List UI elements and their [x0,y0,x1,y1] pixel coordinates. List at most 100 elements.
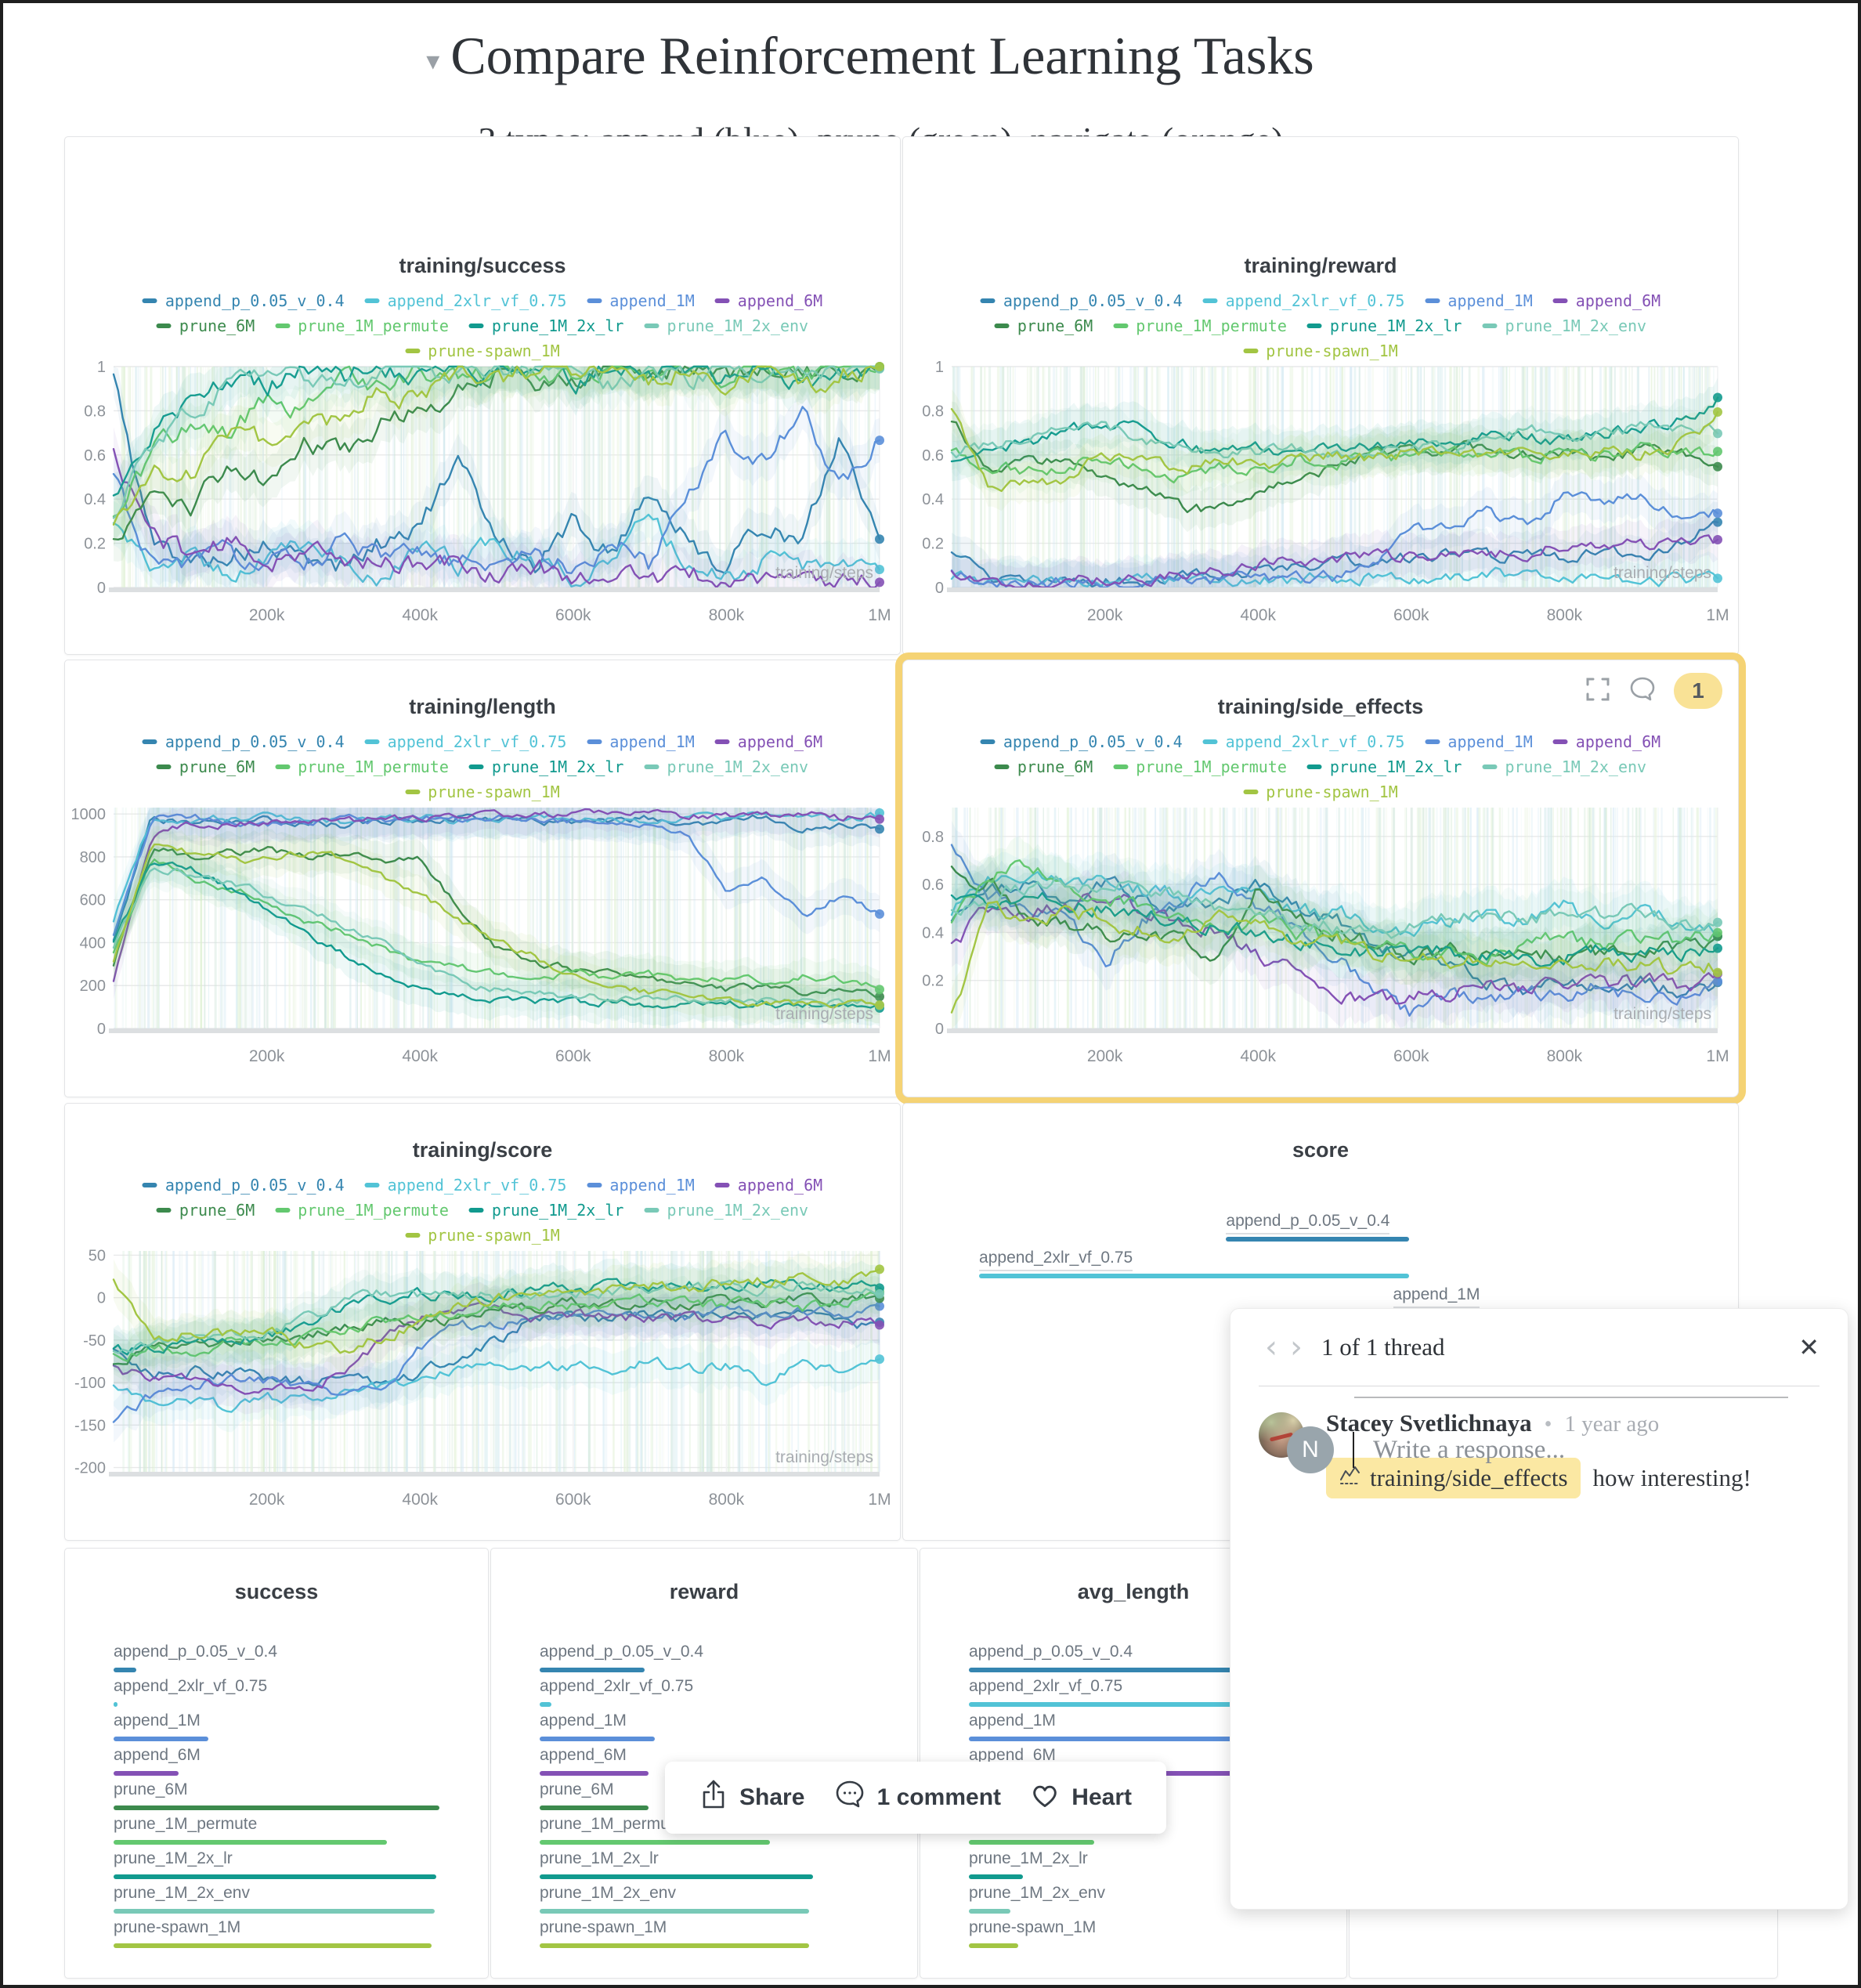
legend-item[interactable]: append_6M [1552,291,1660,310]
share-button[interactable]: Share [699,1779,804,1816]
bar-run-label[interactable]: prune_6M [114,1780,188,1798]
bar-value[interactable] [1226,1237,1409,1242]
legend-item[interactable]: prune_1M_2x_env [644,1201,808,1220]
bar-run-label[interactable]: prune_1M_2x_env [114,1884,250,1902]
legend-item[interactable]: append_p_0.05_v_0.4 [142,291,345,310]
bar-run-label[interactable]: append_6M [969,1746,1056,1764]
bar-run-label[interactable]: append_6M [540,1746,627,1764]
bar-run-label[interactable]: prune-spawn_1M [114,1918,241,1936]
bar-value[interactable] [114,1874,436,1879]
legend-item[interactable]: append_1M [587,291,695,310]
bar-value[interactable] [969,1737,1265,1741]
bar-run-label[interactable]: prune_1M_permute [540,1815,684,1833]
panel-training-length[interactable]: training/length append_p_0.05_v_0.4 append… [64,660,901,1097]
bar-value[interactable] [540,1840,770,1845]
comment-count-badge[interactable]: 1 [1674,673,1722,709]
legend-item[interactable]: prune_1M_2x_lr [468,1201,623,1220]
legend-item[interactable]: prune_6M [156,316,255,335]
bar-value[interactable] [114,1805,439,1810]
bar-run-label[interactable]: append_p_0.05_v_0.4 [540,1643,704,1661]
collapse-caret-icon[interactable]: ▾ [426,45,440,78]
panel-training-success[interactable]: training/success append_p_0.05_v_0.4 appen… [64,136,901,655]
panel-training-reward[interactable]: training/reward append_p_0.05_v_0.4 append… [902,136,1739,655]
bar-run-label[interactable]: append_1M [114,1711,201,1730]
bar-value[interactable] [540,1874,813,1879]
bar-run-label[interactable]: prune_1M_2x_lr [114,1849,233,1867]
legend-item[interactable]: append_1M [587,732,695,751]
bar-value[interactable] [114,1943,432,1948]
bar-run-label[interactable]: append_p_0.05_v_0.4 [114,1643,278,1661]
reply-input[interactable]: Write a response... [1373,1435,1566,1464]
bar-value[interactable] [540,1909,810,1914]
bar-value[interactable] [114,1737,208,1741]
panel-comment-icon[interactable] [1628,675,1657,707]
legend-item[interactable]: prune-spawn_1M [1243,342,1398,360]
panel-training-score[interactable]: training/score append_p_0.05_v_0.4 append_… [64,1103,901,1541]
bar-value[interactable] [969,1702,1288,1707]
legend-item[interactable]: prune-spawn_1M [405,342,560,360]
bar-value[interactable] [979,1274,1409,1278]
legend-item[interactable]: append_1M [1425,291,1533,310]
legend-item[interactable]: prune_6M [156,1201,255,1220]
legend-item[interactable]: append_p_0.05_v_0.4 [142,732,345,751]
fullscreen-icon[interactable] [1585,676,1611,707]
legend-item[interactable]: prune_6M [994,757,1093,776]
bar-run-label[interactable]: prune-spawn_1M [969,1918,1097,1936]
bar-run-label[interactable]: append_p_0.05_v_0.4 [969,1643,1133,1661]
bar-value[interactable] [969,1909,1010,1914]
bar-value[interactable] [969,1840,1094,1845]
legend-item[interactable]: append_6M [1552,732,1660,751]
bar-run-label[interactable]: append_2xlr_vf_0.75 [114,1677,268,1695]
bar-value[interactable] [114,1702,117,1707]
legend-item[interactable]: prune_1M_2x_env [644,757,808,776]
bar-run-label[interactable]: prune_1M_permute [114,1815,258,1833]
panel-training-side-effects[interactable]: training/side_effects append_p_0.05_v_0.4… [902,660,1739,1097]
bar-run-label[interactable]: append_6M [114,1746,201,1764]
legend-item[interactable]: append_6M [714,1176,822,1195]
legend-item[interactable]: prune_1M_permute [1113,316,1287,335]
bar-run-label[interactable]: append_1M [1393,1285,1480,1308]
panel-reference-chip[interactable]: training/side_effects [1326,1458,1581,1498]
legend-item[interactable]: prune-spawn_1M [405,783,560,801]
comment-button[interactable]: 1 comment [834,1779,1001,1816]
close-icon[interactable]: ✕ [1798,1332,1819,1362]
bar-run-label[interactable]: prune_1M_2x_lr [540,1849,659,1867]
bar-value[interactable] [114,1771,179,1776]
legend-item[interactable]: prune_1M_2x_lr [1306,757,1462,776]
next-thread-icon[interactable]: › [1290,1329,1303,1365]
legend-item[interactable]: prune_1M_permute [275,757,449,776]
legend-item[interactable]: append_1M [587,1176,695,1195]
legend-item[interactable]: append_6M [714,291,822,310]
legend-item[interactable]: append_p_0.05_v_0.4 [142,1176,345,1195]
legend-item[interactable]: prune_1M_2x_env [644,316,808,335]
bar-value[interactable] [969,1943,1018,1948]
legend-item[interactable]: prune_1M_2x_lr [468,757,623,776]
bar-run-label[interactable]: prune-spawn_1M [540,1918,667,1936]
bar-run-label[interactable]: prune_6M [540,1780,614,1798]
bar-value[interactable] [969,1874,1024,1879]
prev-thread-icon[interactable]: ‹ [1265,1329,1277,1365]
legend-item[interactable]: append_2xlr_vf_0.75 [364,291,566,310]
legend-item[interactable]: append_6M [714,732,822,751]
bar-value[interactable] [114,1840,388,1845]
panel-success-bar[interactable]: success append_p_0.05_v_0.4 append_2xlr_vf… [64,1548,489,1979]
legend-item[interactable]: append_p_0.05_v_0.4 [980,732,1183,751]
commenter-name[interactable]: Stacey Svetlichnaya [1326,1409,1532,1437]
legend-item[interactable]: prune_1M_2x_env [1482,757,1646,776]
bar-value[interactable] [114,1909,435,1914]
legend-item[interactable]: append_2xlr_vf_0.75 [1202,732,1404,751]
legend-item[interactable]: prune-spawn_1M [405,1226,560,1245]
legend-item[interactable]: prune_1M_2x_lr [468,316,623,335]
legend-item[interactable]: prune_1M_permute [1113,757,1287,776]
bar-value[interactable] [540,1668,645,1672]
legend-item[interactable]: append_1M [1425,732,1533,751]
legend-item[interactable]: prune-spawn_1M [1243,783,1398,801]
legend-item[interactable]: append_2xlr_vf_0.75 [364,732,566,751]
legend-item[interactable]: prune_1M_permute [275,1201,449,1220]
legend-item[interactable]: prune_1M_2x_env [1482,316,1646,335]
